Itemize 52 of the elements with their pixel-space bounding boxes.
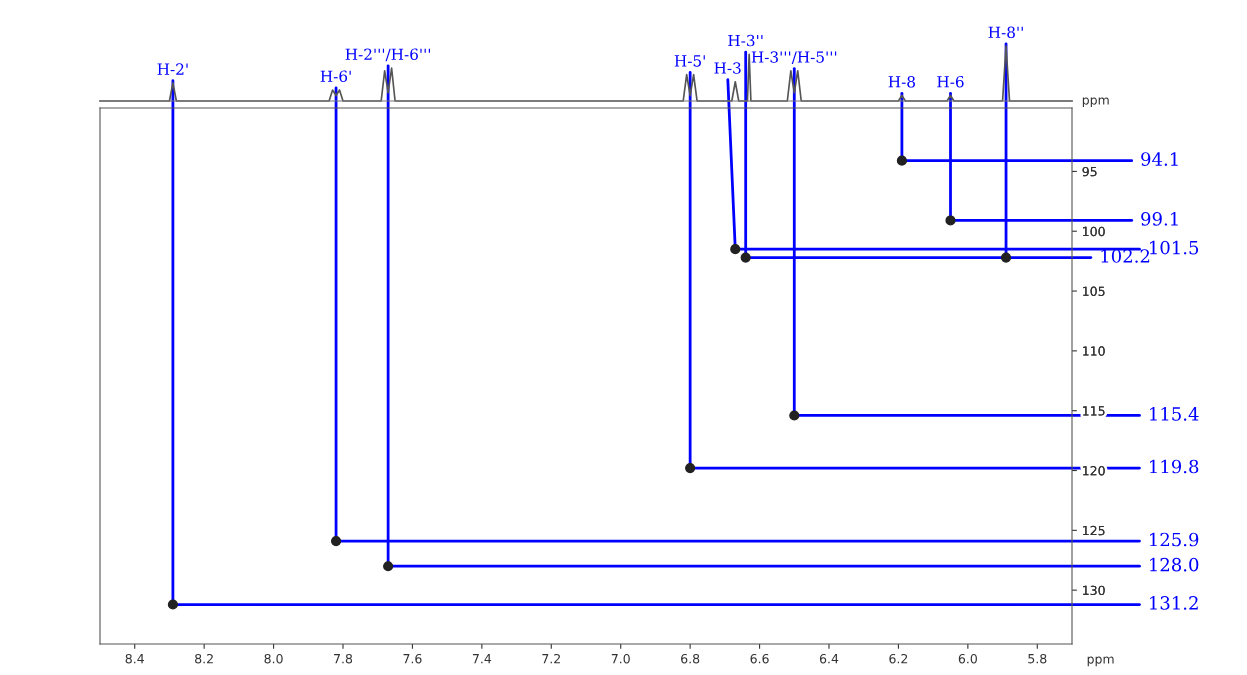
x-tick-label: 6.4 xyxy=(819,653,839,664)
x-tick-label: 7.4 xyxy=(472,654,492,664)
point xyxy=(730,244,741,255)
y-tick-label: 130 xyxy=(1083,585,1105,596)
y-tick-label: 115 xyxy=(1083,406,1105,416)
annotation: H-5' xyxy=(674,55,705,67)
x-tick-label: 7.2 xyxy=(542,653,560,664)
x-tick-label: 7.6 xyxy=(403,653,422,664)
point xyxy=(740,252,751,263)
data-label: 99.1 xyxy=(1141,212,1178,226)
data-label: 125.9 xyxy=(1150,532,1199,547)
annotation: H-8 xyxy=(888,75,915,88)
annotation: H-6 xyxy=(937,75,964,88)
x-axis-title: ppm xyxy=(1087,656,1114,667)
y-tick-label: 125 xyxy=(1083,525,1105,536)
point xyxy=(896,155,907,166)
data-label: 101.5 xyxy=(1150,240,1199,255)
y-tick-label: 100 xyxy=(1083,226,1105,237)
x-tick-label: 8.2 xyxy=(195,653,213,664)
point xyxy=(685,463,696,474)
data-label: 102.2 xyxy=(1101,249,1150,263)
y-tick-label: 105 xyxy=(1083,286,1105,296)
x-axis-title: ppm xyxy=(1082,97,1109,108)
annotation: H-2' xyxy=(157,63,188,75)
point xyxy=(789,410,800,421)
x-tick-label: 6.2 xyxy=(889,653,908,664)
x-tick-label: 5.8 xyxy=(1028,653,1047,664)
data-label: 94.1 xyxy=(1141,152,1178,166)
y-tick-label: 95 xyxy=(1082,166,1097,177)
x-tick-label: 8.0 xyxy=(264,653,283,664)
point xyxy=(330,536,342,547)
data-label: 115.4 xyxy=(1150,407,1199,421)
data-label: 131.2 xyxy=(1150,596,1198,610)
x-tick-label: 7.8 xyxy=(334,653,353,664)
point xyxy=(167,599,178,610)
annotation: H-3 xyxy=(714,62,741,74)
data-label: 119.8 xyxy=(1150,459,1199,474)
point xyxy=(1000,252,1012,263)
point xyxy=(945,215,956,226)
y-tick-label: 110 xyxy=(1083,346,1105,356)
x-tick-label: 7.0 xyxy=(611,653,630,664)
annotation: H-8'' xyxy=(988,26,1023,39)
data-label: 128.0 xyxy=(1150,557,1199,572)
annotation: H-6' xyxy=(320,70,351,83)
annotation: H-3'''/H-5''' xyxy=(751,51,837,64)
x-tick-label: 6.6 xyxy=(750,653,769,664)
x-tick-label: 6.8 xyxy=(681,653,700,664)
annotation: H-3'' xyxy=(728,34,763,47)
x-tick-label: 8.4 xyxy=(125,653,144,664)
annotation: H-2'''/H-6''' xyxy=(345,48,430,62)
point xyxy=(383,561,394,572)
x-tick-label: 6.0 xyxy=(958,653,977,664)
